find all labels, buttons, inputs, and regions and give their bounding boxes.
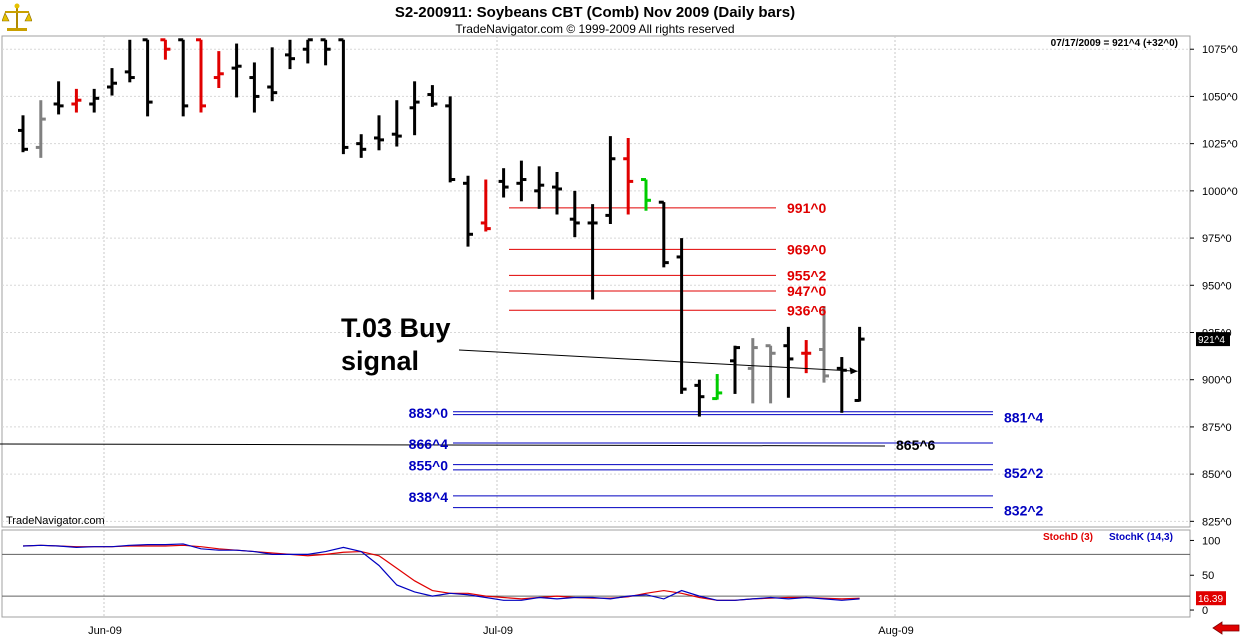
price-level-label: 947^0: [787, 283, 827, 299]
watermark-text: TradeNavigator.com: [6, 515, 105, 527]
price-level-label: 852^2: [1004, 465, 1044, 481]
arrow-head-icon: [849, 367, 858, 375]
price-level-label: 866^4: [409, 436, 449, 452]
annotation-line-2: signal: [341, 346, 419, 376]
price-level-label: 832^2: [1004, 503, 1044, 519]
last-quote-text: 07/17/2009 = 921^4 (+32^0): [1051, 38, 1178, 49]
price-tick-label: 850^0: [1202, 469, 1232, 481]
price-level-label: 855^0: [409, 458, 449, 474]
price-level-label: 991^0: [787, 200, 827, 216]
price-tick-label: 1050^0: [1202, 91, 1238, 103]
annotation-arrow: [458, 349, 858, 372]
stoch-pane-border: [1, 529, 1191, 618]
chart-title: S2-200911: Soybeans CBT (Comb) Nov 2009 …: [394, 4, 796, 21]
stoch-tick-label: 0: [1202, 605, 1208, 617]
date-tick-label: Aug-09: [878, 625, 913, 637]
date-tick-label: Jul-09: [483, 625, 513, 637]
scales-icon[interactable]: [1, 2, 33, 34]
trendline: [0, 443, 886, 447]
stoch-value-box: [1196, 591, 1226, 606]
price-level-label: 969^0: [787, 241, 827, 257]
price-tick-label: 950^0: [1202, 280, 1232, 292]
stoch-legend-item: StochK (14,3): [1109, 532, 1173, 543]
price-pane-border: [1, 35, 1191, 528]
copyright-subtitle: TradeNavigator.com © 1999-2009 All right…: [455, 22, 735, 36]
stoch-series-line: [22, 544, 860, 601]
price-tick-label: 825^0: [1202, 516, 1232, 528]
price-tick-label: 1025^0: [1202, 139, 1238, 151]
date-tick-label: Jun-09: [88, 625, 122, 637]
price-level-label: 883^0: [409, 405, 449, 421]
stoch-tick-label: 50: [1202, 570, 1214, 582]
current-price-label: 921^4: [1198, 335, 1225, 346]
price-tick-label: 900^0: [1202, 375, 1232, 387]
trendline-label: 865^6: [896, 437, 936, 453]
stoch-value-label: 16.39: [1198, 594, 1223, 605]
annotation-line-1: T.03 Buy: [341, 313, 451, 343]
arrow-left-icon[interactable]: [1212, 621, 1240, 635]
price-level-label: 838^4: [409, 489, 449, 505]
price-level-label: 881^4: [1004, 410, 1044, 426]
stoch-tick-label: 100: [1202, 535, 1220, 547]
current-price-box: [1196, 332, 1230, 347]
price-tick-label: 875^0: [1202, 422, 1232, 434]
stoch-legend-item: StochD (3): [1043, 532, 1093, 543]
price-tick-label: 1075^0: [1202, 44, 1238, 56]
price-level-label: 936^6: [787, 302, 827, 318]
price-level-label: 955^2: [787, 267, 827, 283]
price-tick-label: 975^0: [1202, 233, 1232, 245]
price-tick-label: 1000^0: [1202, 186, 1238, 198]
stoch-series-line: [22, 543, 860, 601]
